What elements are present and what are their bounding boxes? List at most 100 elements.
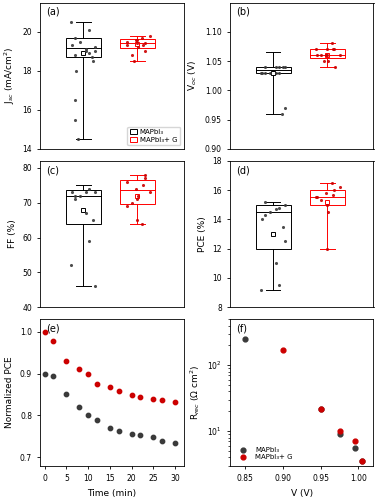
Point (329, 179, 335, 187)
Y-axis label: V$_{oc}$ (V): V$_{oc}$ (V) (187, 60, 199, 92)
MAPbI₃ (318, 404, 324, 412)
Point (86, 184, 92, 192)
MAPbI₃ (337, 430, 343, 438)
Y-axis label: PCE (%): PCE (%) (198, 216, 207, 252)
Point (139, 34, 145, 42)
Point (50, 337, 56, 345)
Point (279, 110, 285, 118)
Text: (c): (c) (46, 165, 59, 175)
Point (314, 194, 320, 202)
Point (71, 34, 77, 42)
Point (86, 26, 92, 34)
Point (129, 51, 135, 59)
Point (159, 396, 165, 404)
Point (132, 57, 138, 65)
Point (83, 188, 89, 196)
Point (280, 63, 286, 71)
Point (329, 40, 335, 48)
Point (314, 194, 320, 202)
Point (72, 116, 78, 124)
Point (172, 440, 178, 448)
Point (64, 390, 70, 398)
Point (140, 42, 146, 50)
Point (262, 211, 268, 219)
Point (107, 424, 113, 432)
Point (330, 190, 336, 198)
Point (86, 50, 92, 58)
Point (71, 195, 77, 203)
Point (150, 433, 156, 441)
Point (64, 357, 70, 365)
Bar (120, 38, 155, 48)
Point (94, 416, 100, 424)
Point (262, 198, 268, 206)
Point (314, 46, 320, 54)
MAPbI₃+ G (352, 438, 358, 446)
Point (258, 286, 264, 294)
Point (332, 46, 338, 54)
Point (262, 63, 268, 71)
Point (258, 69, 264, 77)
Point (72, 96, 78, 104)
Point (259, 69, 265, 77)
Point (276, 204, 282, 212)
Point (142, 48, 148, 56)
Point (323, 51, 329, 59)
Point (140, 181, 146, 189)
Text: (d): (d) (236, 165, 250, 175)
Point (68, 18, 74, 26)
Point (273, 69, 279, 77)
Point (124, 42, 130, 50)
MAPbI₃+ G (337, 427, 343, 435)
MAPbI₃ (359, 457, 365, 465)
Point (324, 244, 331, 252)
Point (159, 436, 165, 444)
Bar (66, 38, 101, 57)
Point (282, 201, 288, 209)
Point (262, 69, 268, 77)
Point (83, 46, 89, 54)
Point (318, 196, 324, 204)
Point (92, 282, 99, 290)
Point (139, 220, 145, 228)
Point (273, 205, 279, 213)
Point (76, 366, 82, 374)
Point (85, 370, 91, 378)
Point (71, 192, 77, 200)
Point (69, 188, 75, 196)
Point (129, 392, 135, 400)
Point (325, 208, 331, 216)
Point (124, 178, 130, 186)
Point (68, 262, 74, 270)
Point (323, 189, 329, 197)
Point (124, 38, 130, 46)
Point (90, 57, 96, 65)
Point (90, 216, 96, 224)
MAPbI₃+ G (318, 404, 324, 412)
Point (137, 432, 143, 440)
Point (86, 237, 92, 245)
Point (75, 135, 81, 143)
Point (94, 380, 100, 388)
X-axis label: Time (min): Time (min) (88, 488, 136, 498)
MAPbI₃ (352, 444, 358, 452)
Point (282, 238, 288, 246)
Point (92, 188, 98, 196)
Point (142, 171, 148, 179)
Bar (66, 190, 101, 224)
Point (83, 209, 89, 217)
Text: (e): (e) (46, 324, 60, 334)
Text: (b): (b) (236, 7, 250, 17)
Point (69, 42, 75, 50)
Point (137, 394, 143, 402)
Y-axis label: FF (%): FF (%) (8, 220, 17, 248)
Point (76, 403, 82, 411)
Point (135, 44, 141, 52)
Text: (a): (a) (46, 7, 60, 17)
Point (273, 260, 279, 268)
Point (92, 48, 99, 56)
Point (147, 188, 153, 196)
Point (324, 46, 331, 54)
Point (321, 57, 327, 65)
Point (142, 174, 148, 182)
